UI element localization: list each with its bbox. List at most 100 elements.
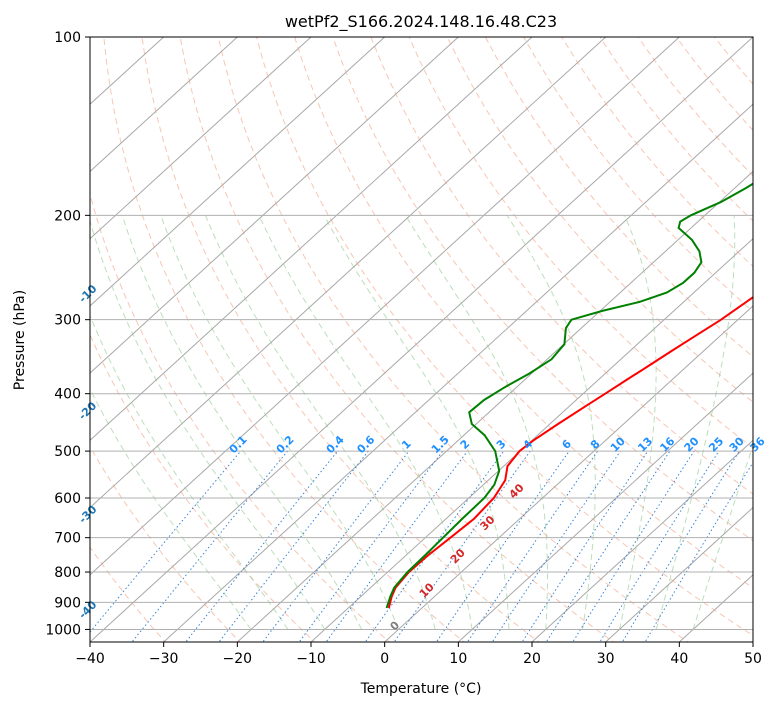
isotherm-line <box>90 37 460 374</box>
y-tick-label: 900 <box>54 595 81 611</box>
pressure-gridlines <box>90 37 753 630</box>
isotherm-line <box>236 170 753 642</box>
isotherm-line <box>310 237 753 642</box>
y-tick-label: 600 <box>54 491 81 507</box>
x-tick-label: −40 <box>75 651 105 667</box>
mixing-ratio-line <box>393 450 531 642</box>
isotherm-line <box>90 37 312 240</box>
profile-lines <box>385 182 753 609</box>
isotherm-line <box>90 37 681 576</box>
isotherm-line <box>90 37 753 642</box>
mixing-ratio-line <box>521 450 649 642</box>
mixing-ratio-line <box>90 450 242 633</box>
moist-adiabat-line <box>90 219 326 630</box>
moist-adiabat-line <box>160 215 399 630</box>
mixing-ratio-line <box>545 450 671 642</box>
dry-adiabat-line <box>103 37 465 642</box>
isotherm-line <box>90 37 607 509</box>
moist-adiabat-line <box>655 215 736 630</box>
x-tick-label: −30 <box>149 651 179 667</box>
mixing-ratio-label: 1 <box>399 437 414 452</box>
x-tick-label: 30 <box>597 651 615 667</box>
dry-adiabat-line <box>332 37 753 542</box>
isotherm-line <box>162 103 753 642</box>
y-tick-label: 100 <box>54 30 81 46</box>
mixing-ratio-line <box>185 450 338 642</box>
isotherm-line <box>604 506 753 642</box>
mixing-ratio-line <box>325 450 468 642</box>
mixing-ratio-line <box>644 461 753 642</box>
x-axis-label: Temperature (°C) <box>360 681 482 697</box>
x-axis: −40 −30 −20 −10 0 10 20 30 40 50 <box>75 642 762 667</box>
mixing-ratio-line <box>218 450 369 642</box>
dewpoint-profile-line <box>385 182 753 609</box>
moist-adiabat-line <box>121 215 363 630</box>
y-tick-label: 700 <box>54 531 81 547</box>
y-tick-label: 500 <box>54 444 81 460</box>
mixing-ratio-line <box>572 450 695 642</box>
mixing-ratio-label: 0.1 <box>227 433 250 456</box>
moist-adiabat-line <box>692 443 753 630</box>
isotherm-line <box>531 439 753 642</box>
isotherm-line <box>383 305 753 642</box>
dry-adiabat-line <box>179 37 615 642</box>
mixing-ratio-line <box>364 450 505 642</box>
dry-adiabat-label: 20 <box>448 546 468 566</box>
x-tick-label: 10 <box>449 651 467 667</box>
x-tick-label: −10 <box>296 651 326 667</box>
dry-adiabat-line <box>561 37 753 267</box>
mixing-ratio-label: 0.2 <box>274 433 297 456</box>
dry-adiabat-line <box>768 10 775 645</box>
dry-adiabat-line <box>370 37 753 495</box>
dry-adiabat-line <box>90 445 241 642</box>
y-tick-label: 800 <box>54 565 81 581</box>
dry-adiabat-line <box>523 37 753 313</box>
dry-adiabat-label: 30 <box>478 513 498 533</box>
mixing-ratio-label: 6 <box>559 437 574 452</box>
isotherm-line <box>90 37 386 307</box>
x-tick-label: 20 <box>523 651 541 667</box>
dry-adiabat-line <box>141 37 540 642</box>
mixing-ratio-label: 2 <box>458 437 473 452</box>
y-axis: 100 200 300 400 500 600 700 800 900 1000 <box>45 30 90 638</box>
mixing-ratio-line <box>262 450 410 642</box>
background-lines <box>90 10 775 645</box>
mixing-ratio-label: 8 <box>588 437 603 452</box>
dry-adiabat-line <box>90 192 391 642</box>
x-tick-label: 50 <box>744 651 762 667</box>
isotherm-line <box>90 37 239 173</box>
y-tick-label: 200 <box>54 208 81 224</box>
mixing-ratio-label: 1.5 <box>429 433 452 456</box>
mixing-ratio-label: 0.4 <box>324 433 347 456</box>
y-tick-label: 400 <box>54 387 81 403</box>
y-tick-label: 1000 <box>45 622 81 638</box>
moist-adiabat-line <box>405 215 548 630</box>
isotherm-line <box>90 37 165 105</box>
x-tick-label: −20 <box>223 651 253 667</box>
temperature-profile-line <box>387 296 753 609</box>
y-axis-label: Pressure (hPa) <box>12 290 28 390</box>
moist-adiabat-line <box>205 215 436 630</box>
dry-adiabat-label: -10 <box>76 282 99 305</box>
plot-frame <box>89 36 754 643</box>
dry-adiabat-line <box>255 37 753 637</box>
mixing-ratio-label: 3 <box>494 437 509 452</box>
mixing-ratio-line <box>621 450 740 642</box>
mixing-ratio-line <box>491 450 621 642</box>
mixing-ratio-line <box>298 450 444 642</box>
isotherm-line <box>457 372 753 642</box>
y-tick-label: 300 <box>54 313 81 329</box>
isotherm-line <box>752 641 753 642</box>
mixing-ratio-line <box>131 450 288 642</box>
dry-adiabat-line <box>713 37 753 85</box>
mixing-ratio-line <box>435 450 570 642</box>
dry-adiabat-line <box>90 333 316 642</box>
moist-adiabat-line <box>258 215 473 630</box>
x-tick-label: 0 <box>380 651 389 667</box>
mixing-ratio-line <box>466 450 599 642</box>
dry-adiabat-line <box>675 37 753 131</box>
dry-adiabat-line <box>294 37 753 589</box>
mixing-ratio-label: 25 <box>706 435 726 455</box>
